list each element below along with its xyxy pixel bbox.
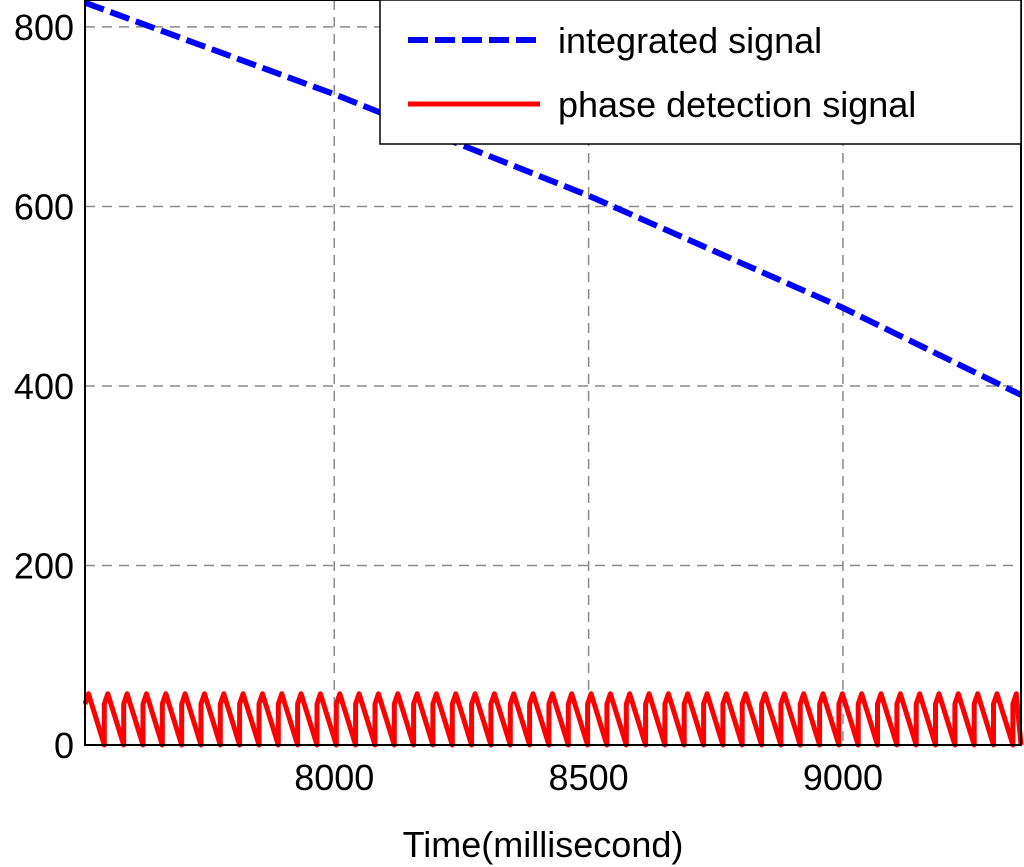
legend-box: [379, 0, 1022, 145]
legend-label-phase-detection-signal: phase detection signal: [558, 84, 916, 125]
x-tick-label: 9000: [803, 757, 883, 798]
legend-label-integrated-signal: integrated signal: [558, 20, 822, 61]
series-layer: [82, 0, 1024, 748]
y-tick-label: 200: [14, 545, 74, 586]
x-tick-label: 8500: [549, 757, 629, 798]
series-line-integrated-signal: [83, 0, 1023, 398]
legend: integrated signal phase detection signal: [379, 0, 1022, 145]
plot-area-frame: [84, 0, 1022, 746]
x-tick-label: 8000: [294, 757, 374, 798]
y-tick-label: 600: [14, 186, 74, 227]
x-axis-label: Time(millisecond): [403, 824, 684, 865]
tick-labels: 8000 8500 9000 0 200 400 600 800: [14, 7, 883, 798]
y-tick-label: 800: [14, 7, 74, 48]
y-tick-label: 0: [54, 725, 74, 766]
y-tick-label: 400: [14, 366, 74, 407]
series-line-phase-detection-signal: [82, 691, 1024, 748]
